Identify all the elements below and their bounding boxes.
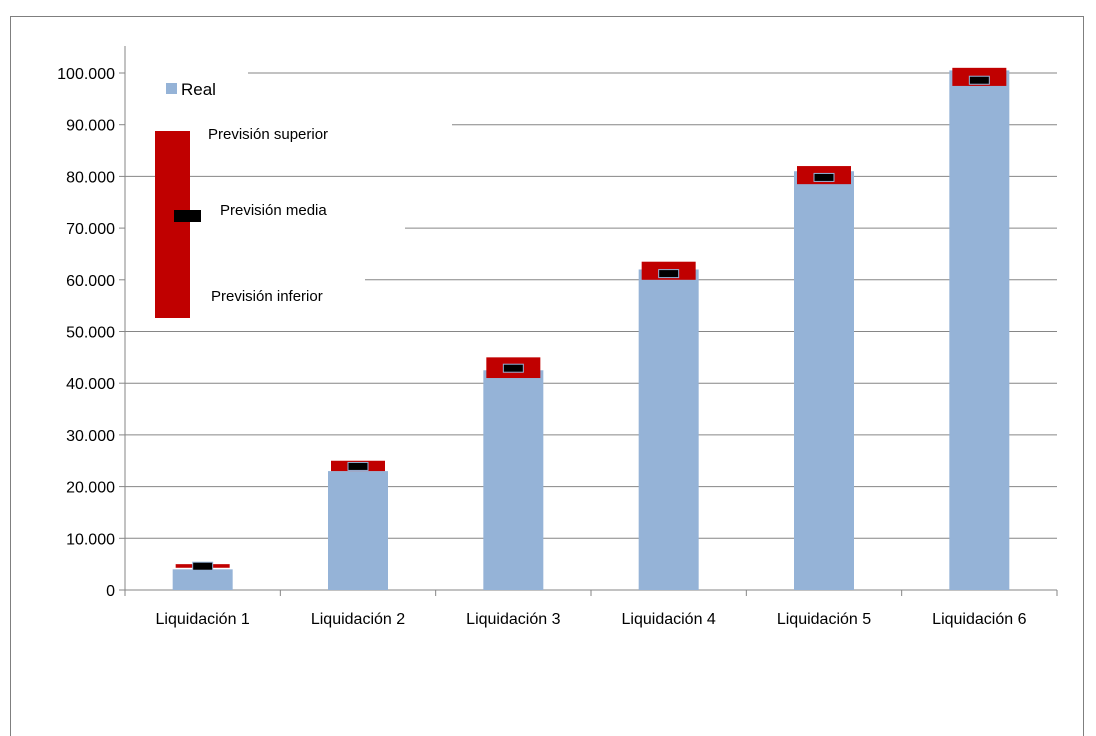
y-tick-label: 90.000 <box>66 118 115 135</box>
forecast-mean-marker <box>968 75 990 85</box>
legend-mean-swatch <box>174 210 201 222</box>
chart-frame <box>10 16 1084 736</box>
x-tick-label: Liquidación 6 <box>932 611 1026 628</box>
real-bar <box>172 569 233 590</box>
y-tick-label: 100.000 <box>57 66 115 83</box>
forecast-mean-marker <box>658 269 680 279</box>
legend-real-label: Real <box>181 80 216 99</box>
legend-range-swatch <box>155 131 190 318</box>
legend-lower-label: Previsión inferior <box>211 288 323 305</box>
y-tick-label: 80.000 <box>66 169 115 186</box>
y-tick-label: 20.000 <box>66 480 115 497</box>
forecast-mean-marker <box>502 363 524 373</box>
real-bar <box>794 171 854 591</box>
forecast-mean-marker <box>347 461 369 471</box>
real-bar <box>328 471 388 590</box>
real-bar <box>638 269 699 590</box>
y-tick-label: 60.000 <box>66 273 115 290</box>
x-tick-label: Liquidación 5 <box>777 611 871 628</box>
x-tick-label: Liquidación 3 <box>466 611 560 628</box>
y-tick-label: 50.000 <box>66 325 115 342</box>
legend-real-swatch <box>166 83 177 94</box>
y-tick-label: 30.000 <box>66 428 115 445</box>
y-tick-label: 0 <box>106 583 115 600</box>
real-bar <box>949 70 1010 591</box>
real-bar <box>483 370 544 590</box>
y-tick-label: 70.000 <box>66 221 115 238</box>
x-tick-label: Liquidación 2 <box>311 611 405 628</box>
x-tick-label: Liquidación 4 <box>622 611 716 628</box>
legend-mean-label: Previsión media <box>220 202 327 219</box>
x-tick-label: Liquidación 1 <box>156 611 250 628</box>
legend-upper-label: Previsión superior <box>208 126 328 143</box>
y-tick-label: 40.000 <box>66 376 115 393</box>
y-tick-label: 10.000 <box>66 531 115 548</box>
forecast-mean-marker <box>813 172 835 182</box>
forecast-mean-marker <box>192 561 214 571</box>
